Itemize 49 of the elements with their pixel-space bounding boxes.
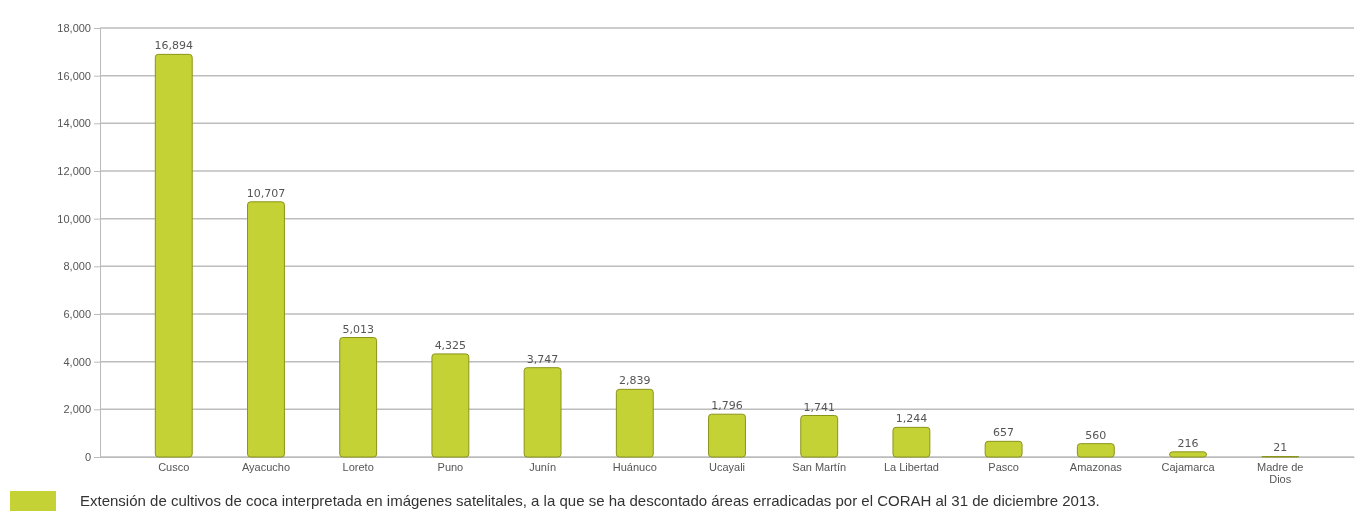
data-label: 2,839 [619,374,651,388]
data-label: 560 [1085,428,1107,442]
data-label: 16,894 [154,39,194,53]
data-label: 1,796 [711,399,743,413]
data-label: 1,741 [803,400,835,414]
bar [523,367,562,458]
data-label: 1,244 [895,412,928,426]
y-tick-label: 12,000 [57,165,91,178]
data-label: 5,013 [342,322,374,336]
bar [1169,451,1207,458]
x-tick-label: San Martín [792,461,847,473]
y-tick-label: 8,000 [63,260,91,273]
y-tick-label: 0 [84,451,91,464]
y-tick-label: 18,000 [57,22,91,35]
x-tick-label: Cajamarca [1161,461,1216,473]
bar [1076,443,1115,458]
bar [615,388,654,458]
y-tick-label: 4,000 [63,355,91,368]
data-label: 3,747 [526,352,559,366]
x-tick-label: Huánuco [612,461,657,473]
data-label: 10,707 [246,186,286,200]
x-tick-label: La Libertad [883,461,939,473]
y-tick-label: 10,000 [57,212,91,225]
x-tick-label: Cusco [158,461,190,473]
y-tick-label: 2,000 [63,403,91,416]
bar [247,201,285,458]
x-tick-label: Puno [437,461,464,473]
bar [708,413,746,458]
x-tick-label: Pasco [988,461,1019,473]
y-tick-label: 16,000 [57,69,91,82]
x-tick-label: Ayacucho [241,461,291,473]
bar [984,440,1023,458]
x-tick-label: Junín [529,461,557,473]
bar [431,353,470,458]
data-label: 4,325 [434,338,467,352]
y-tick-label: 6,000 [63,308,91,321]
data-label: 657 [993,426,1015,440]
x-tick-label: Loreto [342,461,374,473]
legend-label: Extensión de cultivos de coca interpretada en imágenes satelitales, a la que se ha descontado áreas erradicadas por el CORAH al 31 de diciembre 2013. [80,492,1100,509]
bar [154,53,193,458]
bar [892,426,931,458]
data-label: 21 [1273,441,1288,455]
y-tick-label: 14,000 [57,117,91,130]
x-tick-label: Ucayali [708,461,746,473]
x-tick-label: Amazonas [1069,461,1123,473]
x-tick-label: Madre de Dios [1256,461,1304,486]
bar [800,415,839,458]
bar [339,337,378,458]
data-label: 216 [1177,436,1199,450]
